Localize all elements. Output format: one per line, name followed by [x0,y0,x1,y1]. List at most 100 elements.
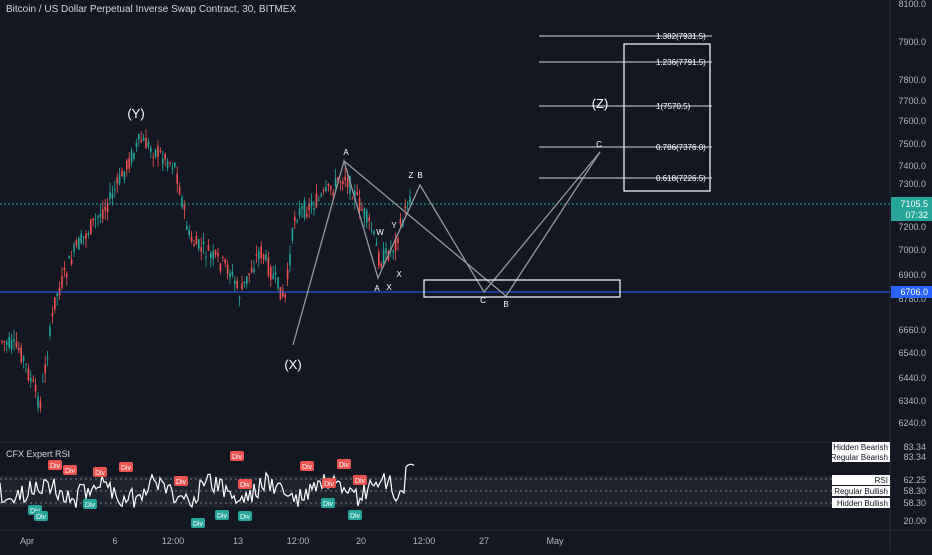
time-tick: 6 [112,536,117,546]
candle-body [157,146,159,157]
label-a-top: A [343,148,349,157]
candle-body [346,178,349,188]
candle-body [135,142,138,147]
candle-body [152,156,154,158]
candle-body [375,243,378,246]
bearish-div-marker [353,475,367,485]
candle-body [75,240,78,246]
price-tick: 6340.0 [898,396,926,406]
candle-body [121,170,123,177]
fib-zone-box[interactable] [623,43,711,192]
label-y-small: Y [391,221,397,230]
bearish-div-marker-label: Div [240,482,251,489]
candle-body [126,160,128,170]
label-c-top: C [596,140,602,149]
bullish-div-marker-label: Div [323,501,334,508]
candle-body [145,137,147,149]
bullish-div-marker-label: Div [350,513,361,520]
candle-body [351,198,354,200]
bullish-div-marker [34,511,48,521]
bullish-div-marker-label: Div [193,521,204,528]
candle-body [205,256,207,259]
candle-body [272,274,274,279]
candle-body [200,247,202,252]
bullish-div-marker-label: Div [36,514,47,521]
candle-body [226,264,229,274]
candle-body [277,277,279,289]
label-a-bottom: A [374,284,380,293]
candle-body [274,272,277,275]
candle-body [171,167,174,170]
bearish-div-marker-label: Div [355,478,366,485]
rsi-indicator-title[interactable]: CFX Expert RSI [6,449,71,459]
rsi-line [0,463,415,508]
bullish-div-marker [238,511,252,521]
candle-body [183,203,186,210]
wave-label-x: (X) [284,357,301,372]
candle-body [37,396,39,408]
bearish-div-marker [322,478,336,488]
rsi-label-name: Hidden Bearish [833,443,888,452]
candle-body [260,246,262,258]
time-tick: 12:00 [162,536,185,546]
label-x-bottom: X [386,283,392,292]
bearish-div-marker-label: Div [176,479,187,486]
fib-label: 0.618(7226.5) [656,174,706,183]
candle-body [291,228,294,241]
time-tick: 20 [356,536,366,546]
label-c-bottom: C [480,296,486,305]
rsi-label-value: 62.25 [903,475,926,485]
candle-body [154,149,157,157]
bearish-div-marker-label: Div [95,470,106,477]
time-axis[interactable]: Apr 6 12:00 13 12:00 20 12:00 27 May [20,536,564,546]
candle-body [130,151,133,163]
candle-body [133,153,135,160]
candle-body [406,208,409,210]
candle-body [30,377,32,382]
price-tick: 7200.0 [898,222,926,232]
candle-body [241,283,243,290]
candle-body [313,208,315,210]
rsi-label-value: 83.34 [903,442,926,452]
bearish-div-marker-label: Div [339,462,350,469]
candle-body [68,256,70,259]
candle-body [80,233,82,244]
candle-body [176,173,178,184]
bearish-div-marker [300,461,314,471]
candle-body [222,257,224,259]
candle-body [109,192,111,199]
candle-body [212,250,214,260]
candle-body [198,239,200,249]
candle-body [214,250,217,255]
candle-body [10,339,13,349]
price-tick: 7500.0 [898,139,926,149]
candle-body [193,244,195,246]
bearish-div-marker [174,476,188,486]
fib-label: 1.236(7791.5) [656,58,706,67]
bearish-div-marker [48,460,62,470]
candle-body [18,347,20,351]
price-tick: 6660.0 [898,325,926,335]
candle-body [294,216,296,222]
target-zone-box[interactable] [423,279,621,298]
time-tick: Apr [20,536,34,546]
rsi-label-name: Hidden Bullish [837,499,888,508]
candle-body [246,276,248,284]
candle-body [392,250,394,253]
candle-body [394,239,397,251]
wave-path-main[interactable] [292,151,601,346]
candle-body [140,140,142,142]
bar-countdown: 07:32 [905,210,928,220]
candle-body [49,326,51,336]
wave-path-alt[interactable] [343,151,601,297]
candle-body [298,208,301,216]
price-axis[interactable]: 8100.0 7900.0 7800.0 7700.0 7600.0 7500.0 7400… [898,0,926,428]
candle-body [104,206,106,211]
bearish-div-marker-label: Div [50,463,61,470]
candle-body [399,218,402,225]
rsi-label-box [832,452,890,462]
candle-body [54,297,56,310]
candle-body [310,201,313,207]
rsi-label-box [832,486,890,496]
